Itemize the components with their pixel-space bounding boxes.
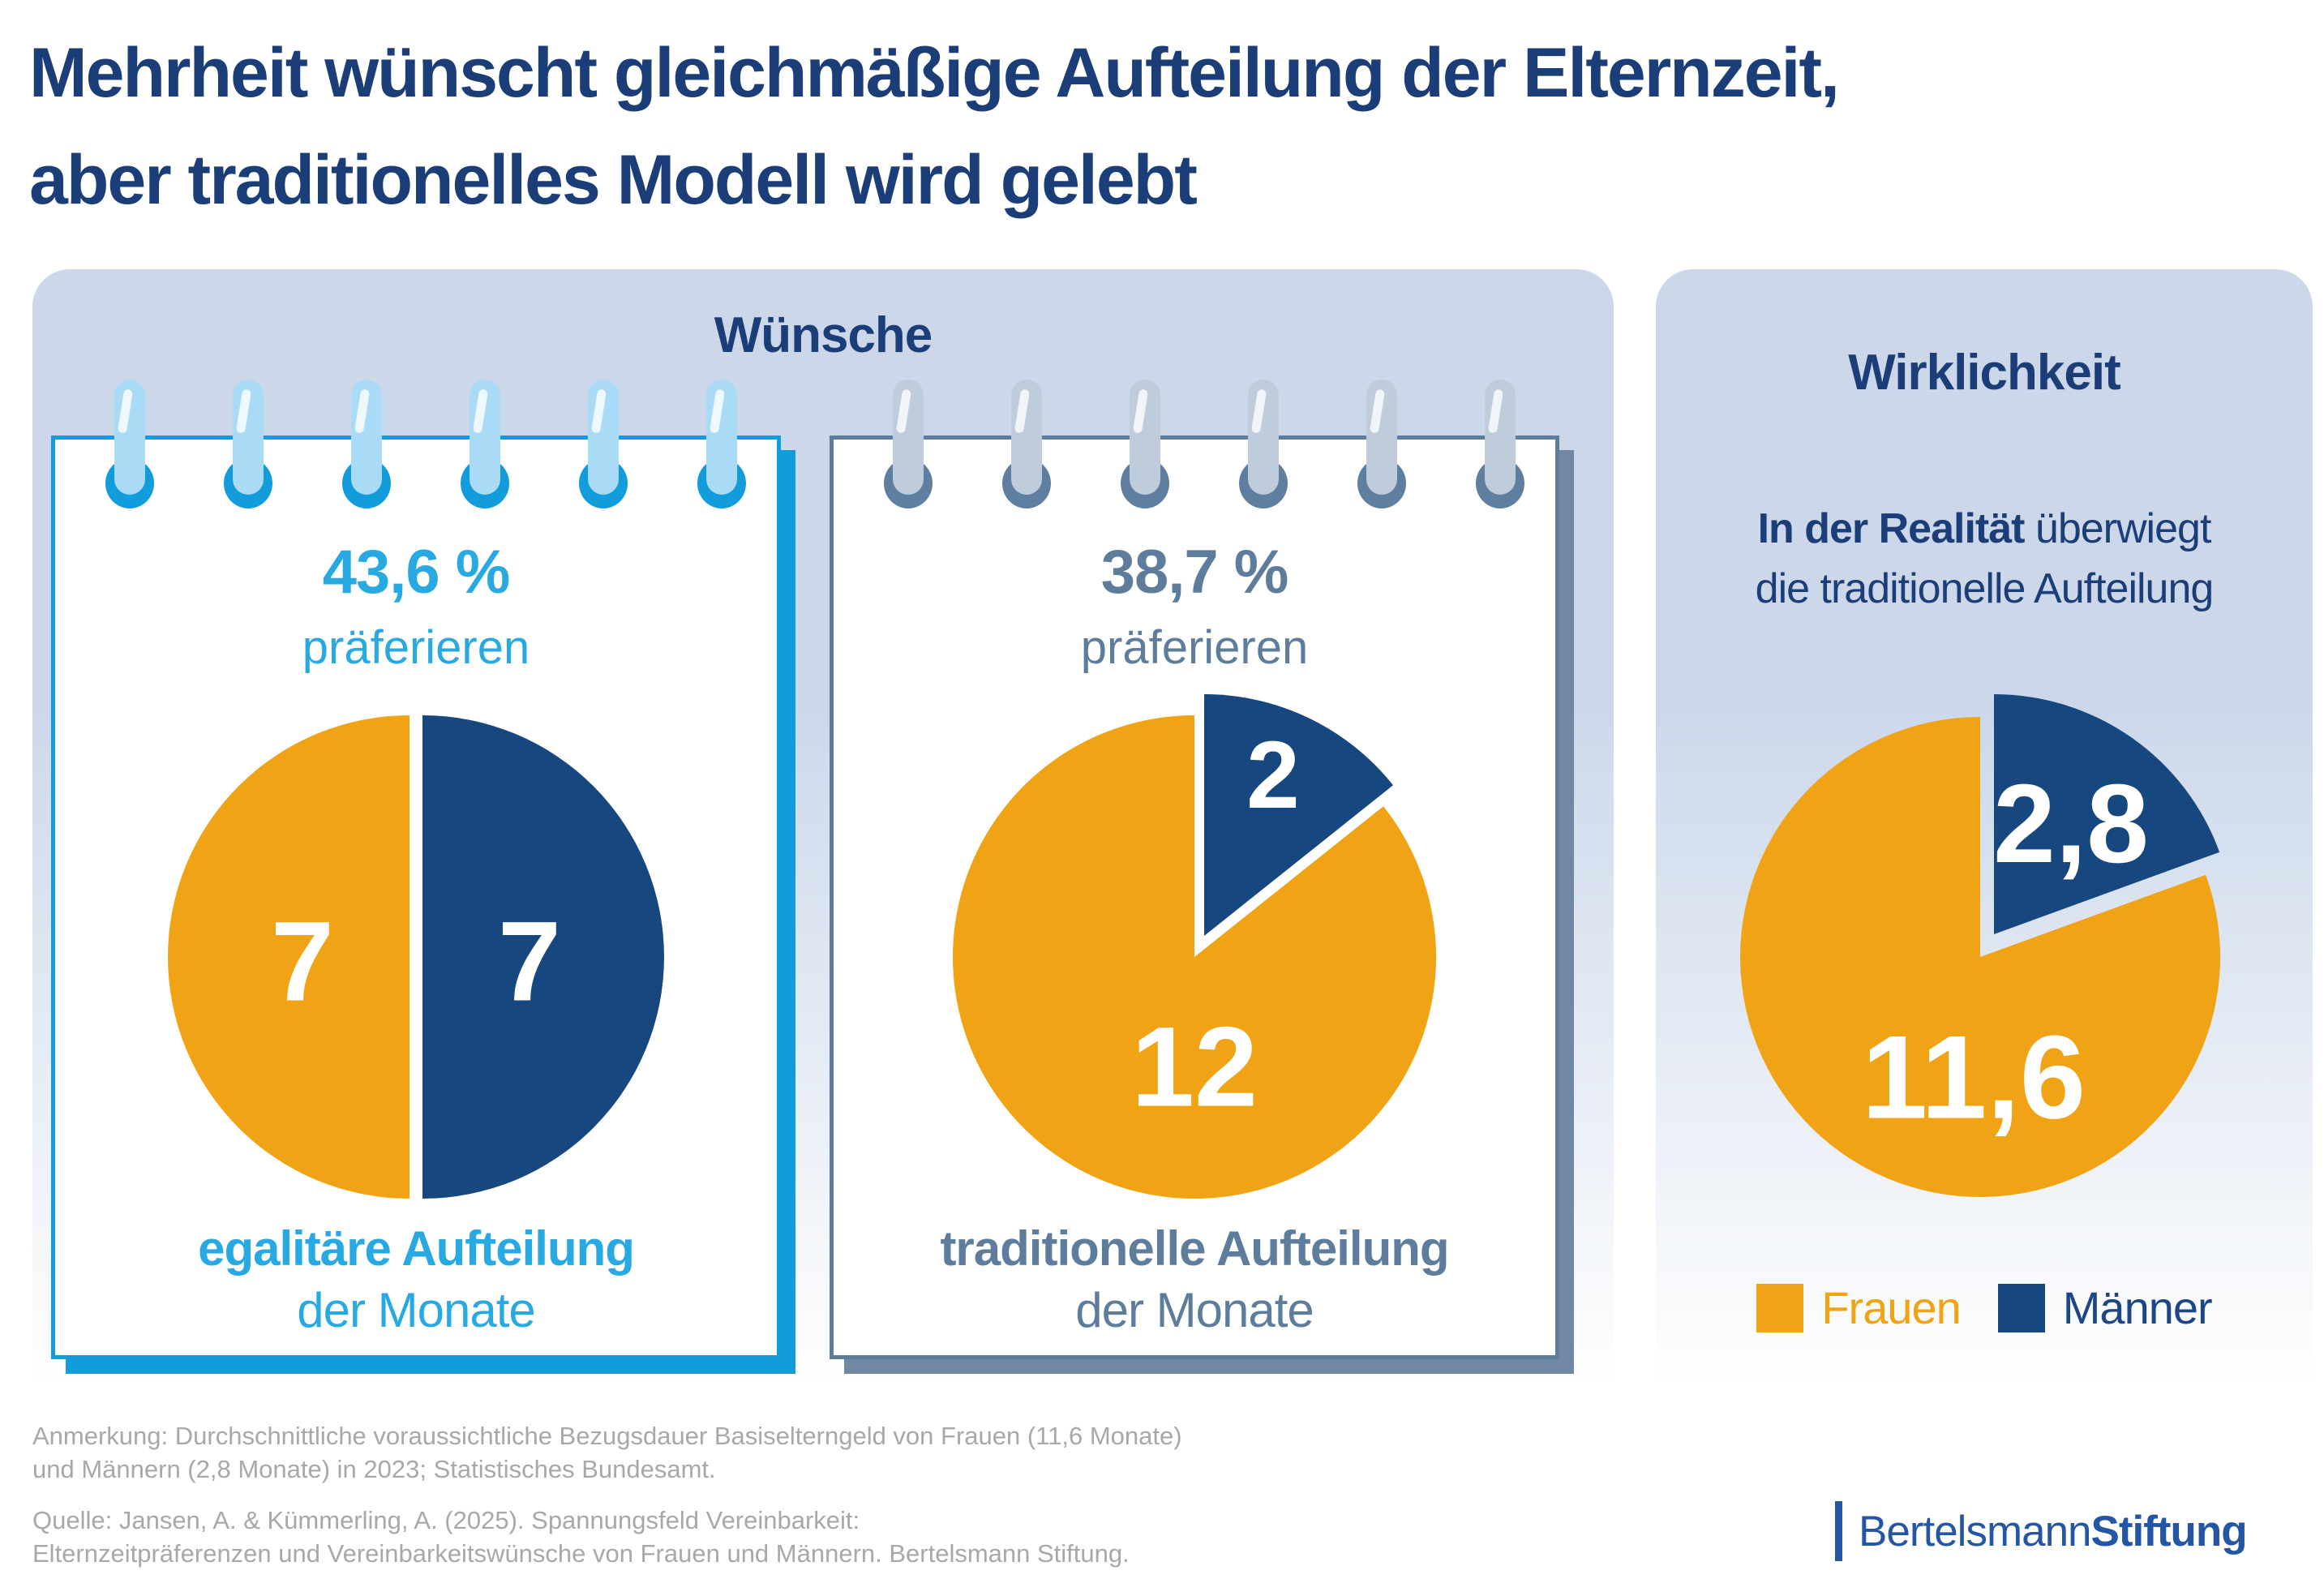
footnote-quelle-line1: Quelle: Jansen, A. & Kümmerling, A. (202… — [32, 1506, 860, 1534]
legend-item-maenner: Männer — [1997, 1281, 2213, 1334]
wirklichkeit-intro-line2: die traditionelle Aufteilung — [1755, 565, 2215, 612]
pie-value-männer: 2 — [1246, 722, 1300, 829]
footnotes: Anmerkung: Durchschnittliche voraussicht… — [32, 1419, 1182, 1570]
pie-slice-männer — [1204, 694, 1393, 936]
egalitarian-caption-bold: egalitäre Aufteilung — [198, 1221, 635, 1276]
page-title-line1: Mehrheit wünscht gleichmäßige Aufteilung… — [29, 34, 1840, 112]
pie-slice-frauen — [953, 715, 1437, 1199]
pie-value-frauen: 11,6 — [1862, 1011, 2086, 1143]
footnote-anmerkung-line2: und Männern (2,8 Monate) in 2023; Statis… — [32, 1455, 716, 1483]
pie-slice-frauen — [168, 715, 409, 1199]
egalitarian-percent-sub: präferieren — [302, 621, 530, 674]
pie-value-männer: 7 — [498, 898, 561, 1025]
legend-label-frauen: Frauen — [1821, 1282, 1961, 1333]
traditional-caption: traditionelle Aufteilung der Monate — [834, 1218, 1555, 1341]
pie-slice-männer — [1994, 694, 2220, 934]
traditional-caption-bold: traditionelle Aufteilung — [940, 1221, 1449, 1276]
page-title-line2: aber traditionelles Modell wird gelebt — [29, 141, 1198, 219]
egalitarian-caption: egalitäre Aufteilung der Monate — [55, 1218, 777, 1341]
footnote-anmerkung-line1: Anmerkung: Durchschnittliche voraussicht… — [32, 1422, 1182, 1450]
card-egalitarian-notepad: 43,6 % präferieren egalitäre Aufteilung … — [51, 436, 781, 1359]
legend-label-maenner: Männer — [2062, 1282, 2213, 1333]
traditional-caption-regular: der Monate — [1075, 1283, 1314, 1337]
logo-text: BertelsmannStiftung — [1859, 1507, 2248, 1556]
pie-chart-egalitarian: 77 — [168, 715, 664, 1199]
legend-swatch-maenner — [1997, 1283, 2045, 1332]
legend-item-frauen: Frauen — [1756, 1281, 1962, 1334]
pie-value-frauen: 12 — [1131, 1003, 1258, 1131]
logo-text-regular: Bertelsmann — [1859, 1507, 2092, 1555]
egalitarian-percent-block: 43,6 % präferieren — [55, 537, 777, 675]
pie-slice-frauen — [1740, 717, 2221, 1197]
wirklichkeit-intro-bold: In der Realität — [1757, 505, 2026, 552]
panel-wirklichkeit-heading: Wirklichkeit — [1848, 345, 2120, 401]
pie-value-frauen: 7 — [271, 898, 334, 1025]
pie-slice-männer — [422, 715, 664, 1199]
footnote-quelle-line2: Elternzeitpräferenzen und Vereinbarkeits… — [32, 1539, 1130, 1568]
traditional-percent-sub: präferieren — [1080, 621, 1309, 674]
egalitarian-caption-regular: der Monate — [297, 1283, 536, 1337]
legend-swatch-frauen — [1756, 1283, 1804, 1332]
panel-wuensche: Wünsche 43,6 % präferieren egalitäre Auf… — [32, 269, 1614, 1423]
logo-text-bold: Stiftung — [2090, 1507, 2248, 1555]
page-title: Mehrheit wünscht gleichmäßige Aufteilung… — [29, 19, 1840, 234]
panel-wirklichkeit: Wirklichkeit In der Realität überwiegt d… — [1656, 269, 2313, 1423]
pie-chart-reality: 2,8 11,6 — [1740, 694, 2221, 1197]
pie-value-männer: 2,8 — [1993, 762, 2149, 886]
egalitarian-percent-value: 43,6 % — [322, 538, 511, 607]
wirklichkeit-intro-rest: überwiegt — [2024, 505, 2211, 552]
wirklichkeit-intro: In der Realität überwiegt die traditione… — [1656, 499, 2313, 619]
wirklichkeit-intro-line1: In der Realität überwiegt — [1656, 499, 2313, 559]
traditional-percent-block: 38,7 % präferieren — [834, 537, 1555, 675]
traditional-percent-value: 38,7 % — [1100, 538, 1289, 607]
logo-bar-icon — [1835, 1501, 1842, 1561]
pie-chart-traditional: 2 12 — [953, 694, 1437, 1199]
legend: Frauen Männer — [1656, 1281, 2313, 1334]
bertelsmann-stiftung-logo: BertelsmannStiftung — [1835, 1501, 2248, 1561]
panel-wuensche-heading: Wünsche — [714, 307, 933, 363]
